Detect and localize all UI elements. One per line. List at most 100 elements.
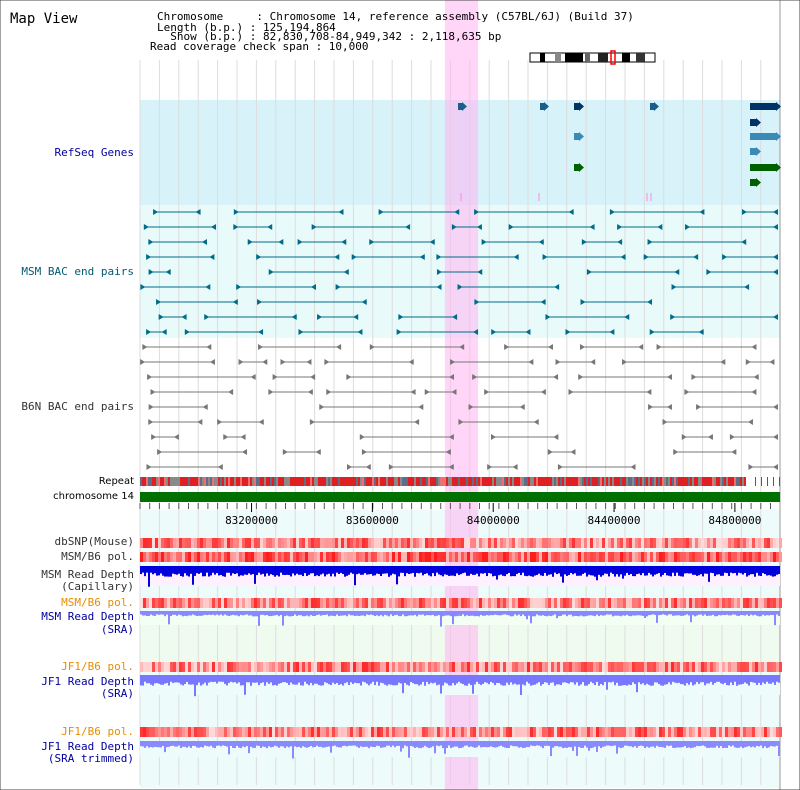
msm-b6-pol2-cell[interactable]	[599, 598, 602, 608]
jf1-depth-sra-bar[interactable]	[554, 675, 556, 686]
jf1-depth-trimmed-bar[interactable]	[544, 741, 546, 746]
msm-depth-sra-bar[interactable]	[326, 611, 328, 615]
msm-depth-capillary-bar[interactable]	[274, 566, 276, 577]
jf1-depth-sra-bar[interactable]	[680, 675, 682, 685]
jf1-depth-trimmed-bar[interactable]	[298, 741, 300, 747]
msm-b6-pol2-cell[interactable]	[713, 598, 716, 608]
repeat-segment[interactable]	[426, 477, 428, 486]
msm-depth-sra-bar[interactable]	[278, 611, 280, 617]
jf1-b6-pol-cell[interactable]	[620, 662, 623, 672]
repeat-segment[interactable]	[280, 477, 282, 486]
jf1-b6-pol-cell[interactable]	[386, 662, 389, 672]
jf1-b6-pol-cell[interactable]	[617, 662, 620, 672]
msm-depth-sra-bar[interactable]	[404, 611, 406, 617]
jf1-b6-pol2-cell[interactable]	[575, 727, 578, 737]
jf1-b6-pol2-cell[interactable]	[326, 727, 329, 737]
repeat-segment[interactable]	[460, 477, 462, 486]
jf1-b6-pol-cell[interactable]	[554, 662, 557, 672]
jf1-depth-trimmed-bar[interactable]	[336, 741, 338, 747]
jf1-depth-trimmed-bar[interactable]	[402, 741, 404, 749]
msm-b6-pol-cell[interactable]	[635, 552, 638, 562]
msm-depth-capillary-bar[interactable]	[740, 566, 742, 574]
jf1-b6-pol-cell[interactable]	[650, 662, 653, 672]
msm-depth-capillary-bar[interactable]	[356, 566, 358, 575]
repeat-segment[interactable]	[370, 477, 372, 486]
jf1-b6-pol2-cell[interactable]	[395, 727, 398, 737]
msm-depth-sra-bar[interactable]	[484, 611, 486, 616]
refseq-gene-arrow[interactable]	[544, 102, 549, 111]
dbsnp-cell[interactable]	[266, 538, 269, 548]
dbsnp-cell[interactable]	[410, 538, 413, 548]
msm-depth-capillary-bar[interactable]	[216, 566, 218, 574]
msm-depth-sra-bar[interactable]	[688, 611, 690, 616]
jf1-depth-sra-bar[interactable]	[502, 675, 504, 686]
msm-b6-pol2-cell[interactable]	[779, 598, 782, 608]
jf1-depth-sra-bar[interactable]	[300, 675, 302, 686]
msm-b6-pol2-cell[interactable]	[503, 598, 506, 608]
dbsnp-cell[interactable]	[755, 538, 758, 548]
msm-depth-sra-bar[interactable]	[468, 611, 470, 617]
jf1-b6-pol-cell[interactable]	[428, 662, 431, 672]
jf1-b6-pol-cell[interactable]	[767, 662, 770, 672]
jf1-b6-pol-cell[interactable]	[419, 662, 422, 672]
msm-depth-capillary-bar[interactable]	[236, 566, 238, 574]
msm-bac-end[interactable]	[744, 284, 750, 290]
jf1-b6-pol2-cell[interactable]	[359, 727, 362, 737]
b6n-bac-end[interactable]	[148, 404, 154, 410]
msm-depth-sra-bar[interactable]	[296, 611, 298, 616]
jf1-depth-trimmed-bar[interactable]	[526, 741, 528, 747]
repeat-segment[interactable]	[360, 477, 362, 486]
jf1-depth-sra-bar[interactable]	[756, 675, 758, 685]
msm-b6-pol2-cell[interactable]	[434, 598, 437, 608]
repeat-segment[interactable]	[610, 477, 612, 486]
msm-b6-pol-cell[interactable]	[458, 552, 461, 562]
b6n-bac-end[interactable]	[250, 374, 256, 380]
repeat-segment[interactable]	[194, 477, 196, 486]
jf1-b6-pol2-cell[interactable]	[299, 727, 302, 737]
msm-depth-sra-bar[interactable]	[652, 611, 654, 615]
msm-depth-capillary-bar[interactable]	[502, 566, 504, 576]
repeat-segment[interactable]	[188, 477, 190, 486]
dbsnp-cell[interactable]	[545, 538, 548, 548]
msm-depth-sra-bar[interactable]	[164, 611, 166, 617]
repeat-segment[interactable]	[422, 477, 424, 486]
msm-b6-pol-cell[interactable]	[572, 552, 575, 562]
jf1-depth-trimmed-bar[interactable]	[604, 741, 606, 747]
repeat-segment[interactable]	[176, 477, 178, 486]
jf1-depth-trimmed-bar[interactable]	[692, 741, 694, 748]
msm-b6-pol2-cell[interactable]	[764, 598, 767, 608]
msm-b6-pol-cell[interactable]	[356, 552, 359, 562]
msm-b6-pol2-cell[interactable]	[377, 598, 380, 608]
msm-b6-pol2-cell[interactable]	[662, 598, 665, 608]
dbsnp-cell[interactable]	[680, 538, 683, 548]
jf1-depth-trimmed-bar[interactable]	[326, 741, 328, 747]
jf1-depth-sra-bar[interactable]	[592, 675, 594, 684]
msm-depth-sra-bar[interactable]	[446, 611, 448, 616]
msm-depth-sra-bar[interactable]	[580, 611, 582, 616]
dbsnp-cell[interactable]	[146, 538, 149, 548]
jf1-b6-pol2-cell[interactable]	[452, 727, 455, 737]
msm-b6-pol-cell[interactable]	[299, 552, 302, 562]
msm-depth-sra-bar[interactable]	[644, 611, 646, 618]
jf1-b6-pol-cell[interactable]	[404, 662, 407, 672]
jf1-depth-sra-bar[interactable]	[572, 675, 574, 683]
dbsnp-cell[interactable]	[695, 538, 698, 548]
msm-depth-capillary-bar[interactable]	[234, 566, 236, 575]
jf1-b6-pol2-cell[interactable]	[416, 727, 419, 737]
msm-b6-pol2-cell[interactable]	[635, 598, 638, 608]
jf1-depth-sra-bar[interactable]	[532, 675, 534, 686]
jf1-depth-trimmed-bar[interactable]	[696, 741, 698, 746]
b6n-bac-end[interactable]	[258, 419, 264, 425]
repeat-segment[interactable]	[392, 477, 394, 486]
jf1-depth-sra-bar[interactable]	[374, 675, 376, 686]
dbsnp-cell[interactable]	[335, 538, 338, 548]
msm-bac-end[interactable]	[334, 254, 340, 260]
msm-depth-capillary-bar[interactable]	[772, 566, 774, 577]
jf1-b6-pol2-cell[interactable]	[386, 727, 389, 737]
msm-depth-capillary-bar[interactable]	[632, 566, 634, 577]
jf1-depth-trimmed-bar[interactable]	[294, 741, 296, 747]
jf1-b6-pol-cell[interactable]	[755, 662, 758, 672]
jf1-depth-sra-bar[interactable]	[396, 675, 398, 686]
msm-bac-end[interactable]	[698, 329, 704, 335]
msm-depth-capillary-bar[interactable]	[244, 566, 246, 575]
